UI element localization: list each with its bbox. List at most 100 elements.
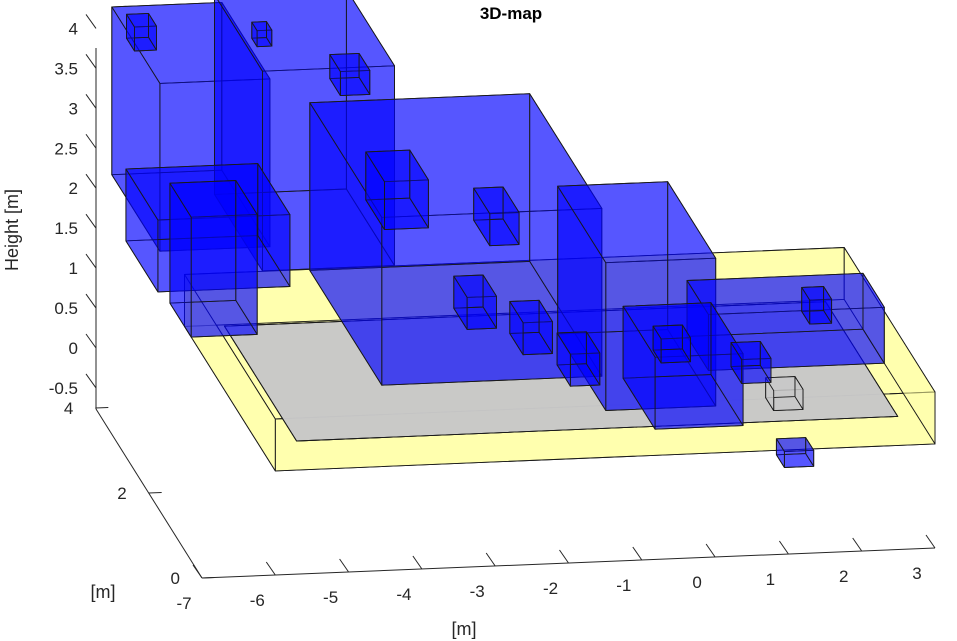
x-tick-label: -3 — [470, 582, 485, 601]
x-tick-mark — [485, 552, 496, 567]
obstacle-box — [329, 52, 371, 97]
z-tick-mark — [85, 333, 97, 349]
obstacle-box — [126, 12, 157, 52]
box-face — [453, 275, 468, 330]
box-face — [257, 163, 291, 287]
box-face — [482, 274, 497, 329]
box-face — [805, 437, 815, 467]
box-face — [667, 181, 717, 407]
box-face — [801, 286, 811, 325]
box-face — [329, 54, 341, 97]
obstacle-box — [509, 299, 553, 356]
box-face — [184, 274, 276, 472]
z-tick-label: 1 — [69, 259, 78, 278]
z-tick-mark — [85, 54, 97, 69]
box-face — [652, 325, 662, 364]
box-face — [557, 185, 607, 411]
box-face — [148, 12, 157, 51]
z-tick-mark — [85, 213, 97, 229]
z-tick-label: 3.5 — [54, 59, 78, 78]
z-tick-mark — [85, 253, 97, 269]
obstacle-box — [801, 286, 833, 325]
x-tick-mark — [412, 555, 423, 570]
obstacle-box — [730, 340, 772, 385]
obstacle-box — [251, 21, 273, 48]
box-face — [529, 93, 603, 377]
x-tick-mark — [925, 534, 936, 549]
y-tick-label: 0 — [171, 569, 180, 588]
x-tick-mark — [852, 537, 863, 552]
box-face — [710, 302, 744, 427]
box-face — [224, 325, 298, 442]
x-tick-mark — [632, 546, 643, 561]
floor-box — [765, 376, 804, 412]
box-face — [126, 13, 135, 52]
box-layer — [111, 0, 936, 472]
box-face — [681, 324, 691, 363]
x-tick-mark — [559, 549, 569, 564]
x-tick-mark — [705, 543, 716, 558]
box-face — [759, 340, 772, 383]
x-tick-mark — [339, 558, 350, 573]
box-face — [825, 301, 899, 417]
z-tick-label: 0.5 — [54, 299, 78, 318]
x-tick-label: -2 — [543, 579, 558, 598]
obstacle-box — [686, 272, 885, 371]
obstacle-box — [473, 186, 520, 247]
z-tick-mark — [85, 293, 97, 309]
z-tick-mark — [85, 94, 97, 109]
y-tick-mark — [95, 407, 109, 409]
z-tick-mark — [85, 373, 97, 389]
box-face — [730, 342, 743, 385]
box-face — [235, 180, 258, 335]
y-tick-mark — [148, 492, 162, 494]
box-face — [509, 301, 524, 356]
x-tick-label: 3 — [912, 564, 921, 583]
box-face — [765, 377, 775, 412]
obstacle-box — [652, 324, 691, 364]
obstacle-box — [557, 181, 717, 411]
z-tick-label: 0 — [69, 339, 78, 358]
box-face — [169, 182, 192, 338]
obstacle-box — [365, 149, 429, 231]
box-face — [409, 149, 429, 229]
z-tick-label: 1.5 — [54, 219, 78, 238]
box-face — [358, 52, 371, 95]
box-face — [794, 376, 804, 410]
z-tick-label: 2 — [69, 179, 78, 198]
chart-title: 3D-map — [480, 4, 542, 23]
y-tick-label: 4 — [64, 399, 73, 418]
box-face — [556, 332, 571, 387]
z-tick-label: 3 — [69, 99, 78, 118]
x-tick-mark — [778, 540, 789, 555]
obstacle-box — [111, 1, 271, 252]
obstacle-box — [556, 331, 601, 387]
x-tick-label: 1 — [766, 570, 775, 589]
x-tick-label: -7 — [176, 594, 191, 613]
box-face — [538, 299, 553, 354]
x-tick-mark — [192, 564, 203, 579]
box-face — [251, 21, 258, 48]
x-tick-label: 0 — [692, 573, 701, 592]
box-face — [266, 21, 273, 47]
box-face — [111, 6, 161, 252]
z-tick-label: 2.5 — [54, 139, 78, 158]
z-tick-label: -0.5 — [49, 379, 78, 398]
tick-layer: -7 -6 -5 -4 -3 -2 -1 0 1 2 3 0 2 4 4 3.5 3 2.5 2 1.5 1 0.5 0 -0… — [49, 14, 936, 613]
box-face — [622, 305, 656, 430]
z-tick-label: 4 — [69, 19, 78, 38]
box-face — [473, 187, 491, 247]
z-tick-mark — [85, 173, 97, 189]
box-face — [585, 331, 601, 386]
obstacle-box — [775, 437, 815, 468]
x-tick-label: -6 — [250, 591, 265, 610]
obstacle-box — [453, 274, 497, 330]
obstacle-box — [169, 180, 258, 338]
y-tick-label: 2 — [117, 484, 126, 503]
box-face — [823, 286, 833, 324]
box-face — [862, 272, 885, 364]
x-axis-label: [m] — [452, 619, 477, 639]
z-tick-mark — [85, 14, 97, 29]
x-tick-label: 2 — [839, 567, 848, 586]
